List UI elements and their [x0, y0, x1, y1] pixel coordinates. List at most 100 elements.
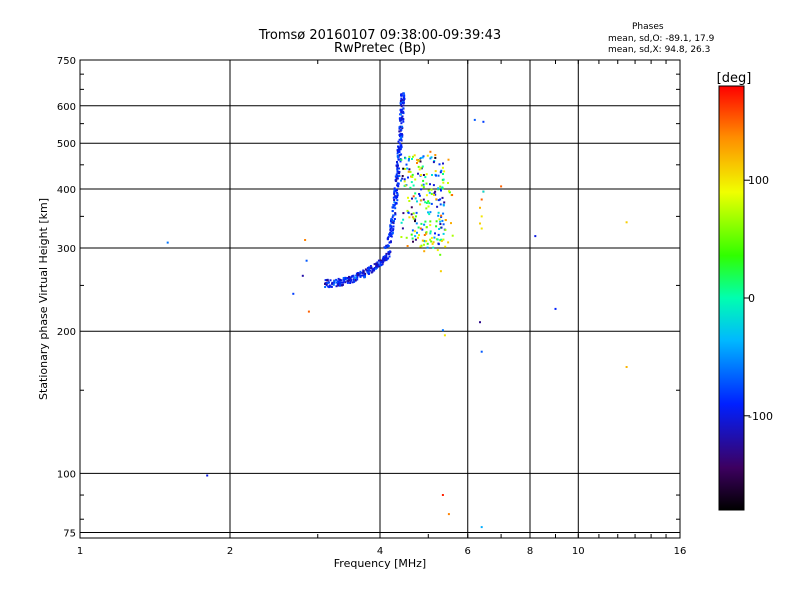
data-point — [399, 119, 402, 122]
data-point — [401, 177, 404, 180]
data-point — [437, 211, 440, 214]
x-tick-label: 16 — [674, 546, 687, 557]
data-point — [346, 277, 349, 279]
data-point — [418, 194, 421, 197]
data-point — [364, 274, 366, 277]
data-point — [423, 243, 425, 246]
data-point — [400, 117, 403, 120]
data-point — [430, 202, 433, 205]
data-point — [420, 184, 423, 187]
data-point — [439, 203, 442, 206]
data-point — [420, 188, 423, 191]
data-point — [361, 274, 364, 277]
data-point — [400, 158, 403, 161]
data-point — [440, 189, 442, 192]
data-point — [372, 269, 375, 272]
data-point — [440, 216, 443, 218]
data-point — [410, 206, 413, 209]
data-point — [430, 188, 433, 191]
data-point — [340, 281, 343, 284]
data-point — [402, 120, 405, 123]
data-point — [421, 228, 424, 231]
data-point — [432, 241, 435, 244]
data-point — [359, 271, 362, 274]
data-point — [439, 220, 442, 223]
data-point — [421, 156, 424, 159]
data-point — [398, 142, 401, 145]
data-point — [400, 128, 403, 131]
y-tick-label: 750 — [57, 56, 76, 67]
data-point — [376, 261, 379, 264]
data-point — [392, 203, 395, 206]
data-point — [338, 278, 341, 281]
phases-x-stats: mean, sd,X: 94.8, 26.3 — [608, 45, 711, 55]
data-point — [420, 199, 423, 202]
data-point — [422, 179, 425, 182]
data-point — [443, 334, 446, 337]
data-point — [480, 215, 483, 218]
data-point — [349, 277, 352, 280]
data-point — [441, 329, 444, 332]
data-point — [437, 174, 440, 177]
data-point — [410, 175, 412, 178]
data-point — [324, 282, 326, 285]
data-point — [325, 284, 328, 287]
data-point — [410, 181, 413, 184]
data-point — [441, 219, 444, 222]
data-point — [412, 212, 415, 215]
data-point — [420, 174, 422, 176]
data-point — [427, 200, 430, 203]
data-point — [362, 270, 365, 273]
data-point — [370, 266, 373, 269]
data-point — [480, 198, 483, 201]
data-point — [447, 158, 450, 161]
data-point — [401, 102, 404, 104]
data-point — [439, 253, 442, 256]
data-point — [440, 239, 443, 242]
data-point — [391, 231, 394, 234]
data-point — [442, 212, 445, 215]
data-point — [414, 192, 417, 195]
data-point — [400, 122, 403, 125]
data-point — [432, 161, 435, 164]
data-point — [400, 236, 403, 238]
data-point — [422, 183, 425, 186]
data-point — [448, 191, 451, 194]
data-point — [399, 102, 402, 105]
data-point — [400, 135, 403, 138]
data-point — [440, 238, 443, 241]
data-point — [414, 178, 417, 181]
data-point — [399, 153, 402, 156]
data-point — [352, 275, 355, 278]
data-point — [417, 165, 420, 168]
data-point — [402, 218, 405, 221]
data-point — [410, 213, 413, 216]
data-point — [396, 182, 399, 185]
data-point — [396, 152, 399, 155]
data-point — [402, 95, 405, 98]
data-point — [397, 150, 400, 152]
data-point — [414, 235, 417, 238]
data-point — [341, 283, 344, 286]
data-point — [391, 221, 394, 224]
colorbar — [718, 85, 745, 511]
data-point — [385, 259, 388, 262]
data-point — [390, 225, 393, 228]
y-tick-label: 300 — [57, 244, 76, 255]
data-point — [415, 211, 418, 214]
data-point — [398, 170, 401, 173]
data-point — [429, 183, 431, 186]
data-point — [479, 222, 481, 225]
data-point — [410, 233, 413, 236]
data-point — [398, 138, 401, 141]
data-point — [438, 218, 441, 221]
data-point — [335, 281, 338, 284]
data-point — [442, 178, 445, 181]
data-point — [390, 235, 393, 238]
data-point — [358, 274, 361, 277]
data-point — [444, 228, 447, 231]
data-point — [442, 162, 444, 165]
data-point — [426, 246, 429, 249]
x-tick-label: 1 — [77, 546, 83, 557]
data-point — [400, 116, 403, 119]
